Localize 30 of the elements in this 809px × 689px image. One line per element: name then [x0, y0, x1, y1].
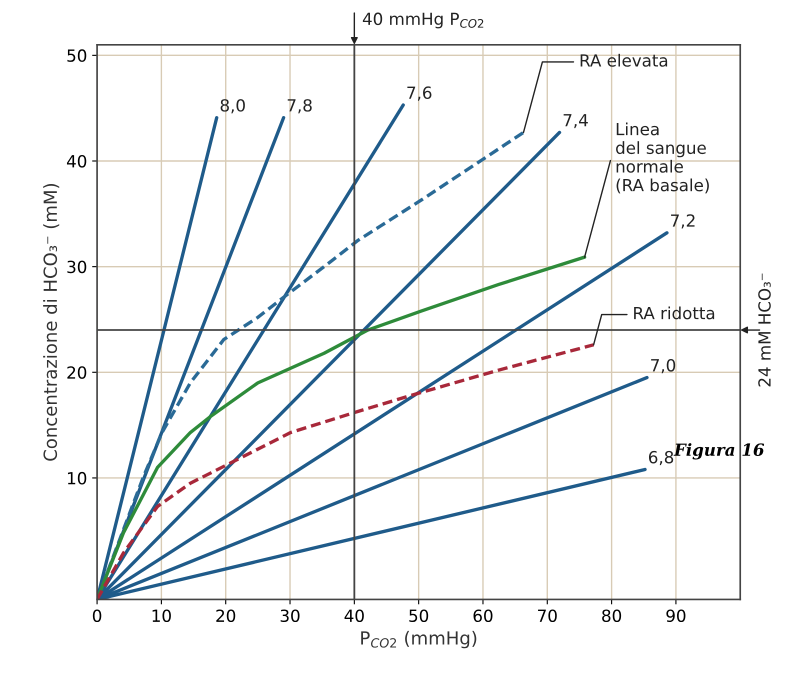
x-tick-label: 0	[92, 609, 102, 622]
text: RA ridotta	[634, 306, 714, 320]
y-tick-label: 10	[68, 472, 86, 485]
x-tick-label: 70	[538, 609, 557, 622]
x-tick-label: 50	[409, 609, 428, 622]
x-tick-label: 80	[602, 609, 622, 622]
series-label: 6,8	[648, 450, 674, 466]
y-tick-label: 20	[67, 366, 86, 379]
text: Linea del sangue normale (RA basale)	[616, 122, 709, 194]
x-tick-label: 60	[474, 609, 492, 622]
x-tick-label: 10	[152, 609, 171, 622]
x-axis-title: P$_{CO2}$ (mmHg)	[361, 630, 476, 648]
x-tick-label: 20	[216, 609, 236, 622]
y-tick-label: 50	[67, 49, 86, 62]
ref-line-label: 40 mmHg P$_{CO2}$	[362, 12, 484, 28]
annotation: Figura 16	[674, 443, 764, 460]
series-label: 7,8	[288, 99, 312, 114]
series-label: 7,2	[671, 214, 695, 229]
series-label: 8,0	[220, 99, 245, 114]
ref-line-label: 24 mM HCO₃⁻	[758, 274, 771, 386]
x-tick-label: 30	[280, 609, 300, 622]
series-label: 7,4	[564, 114, 588, 128]
series-label: 7,6	[407, 86, 432, 101]
series-label: 7,0	[651, 358, 676, 374]
y-tick-label: 40	[66, 154, 86, 168]
text: RA elevata	[580, 54, 668, 67]
y-axis-title: Concentrazione di HCO₃⁻ (mM)	[43, 184, 60, 461]
x-tick-label: 40	[344, 609, 364, 622]
x-tick-label: 90	[666, 609, 686, 622]
y-tick-label: 30	[67, 260, 86, 274]
